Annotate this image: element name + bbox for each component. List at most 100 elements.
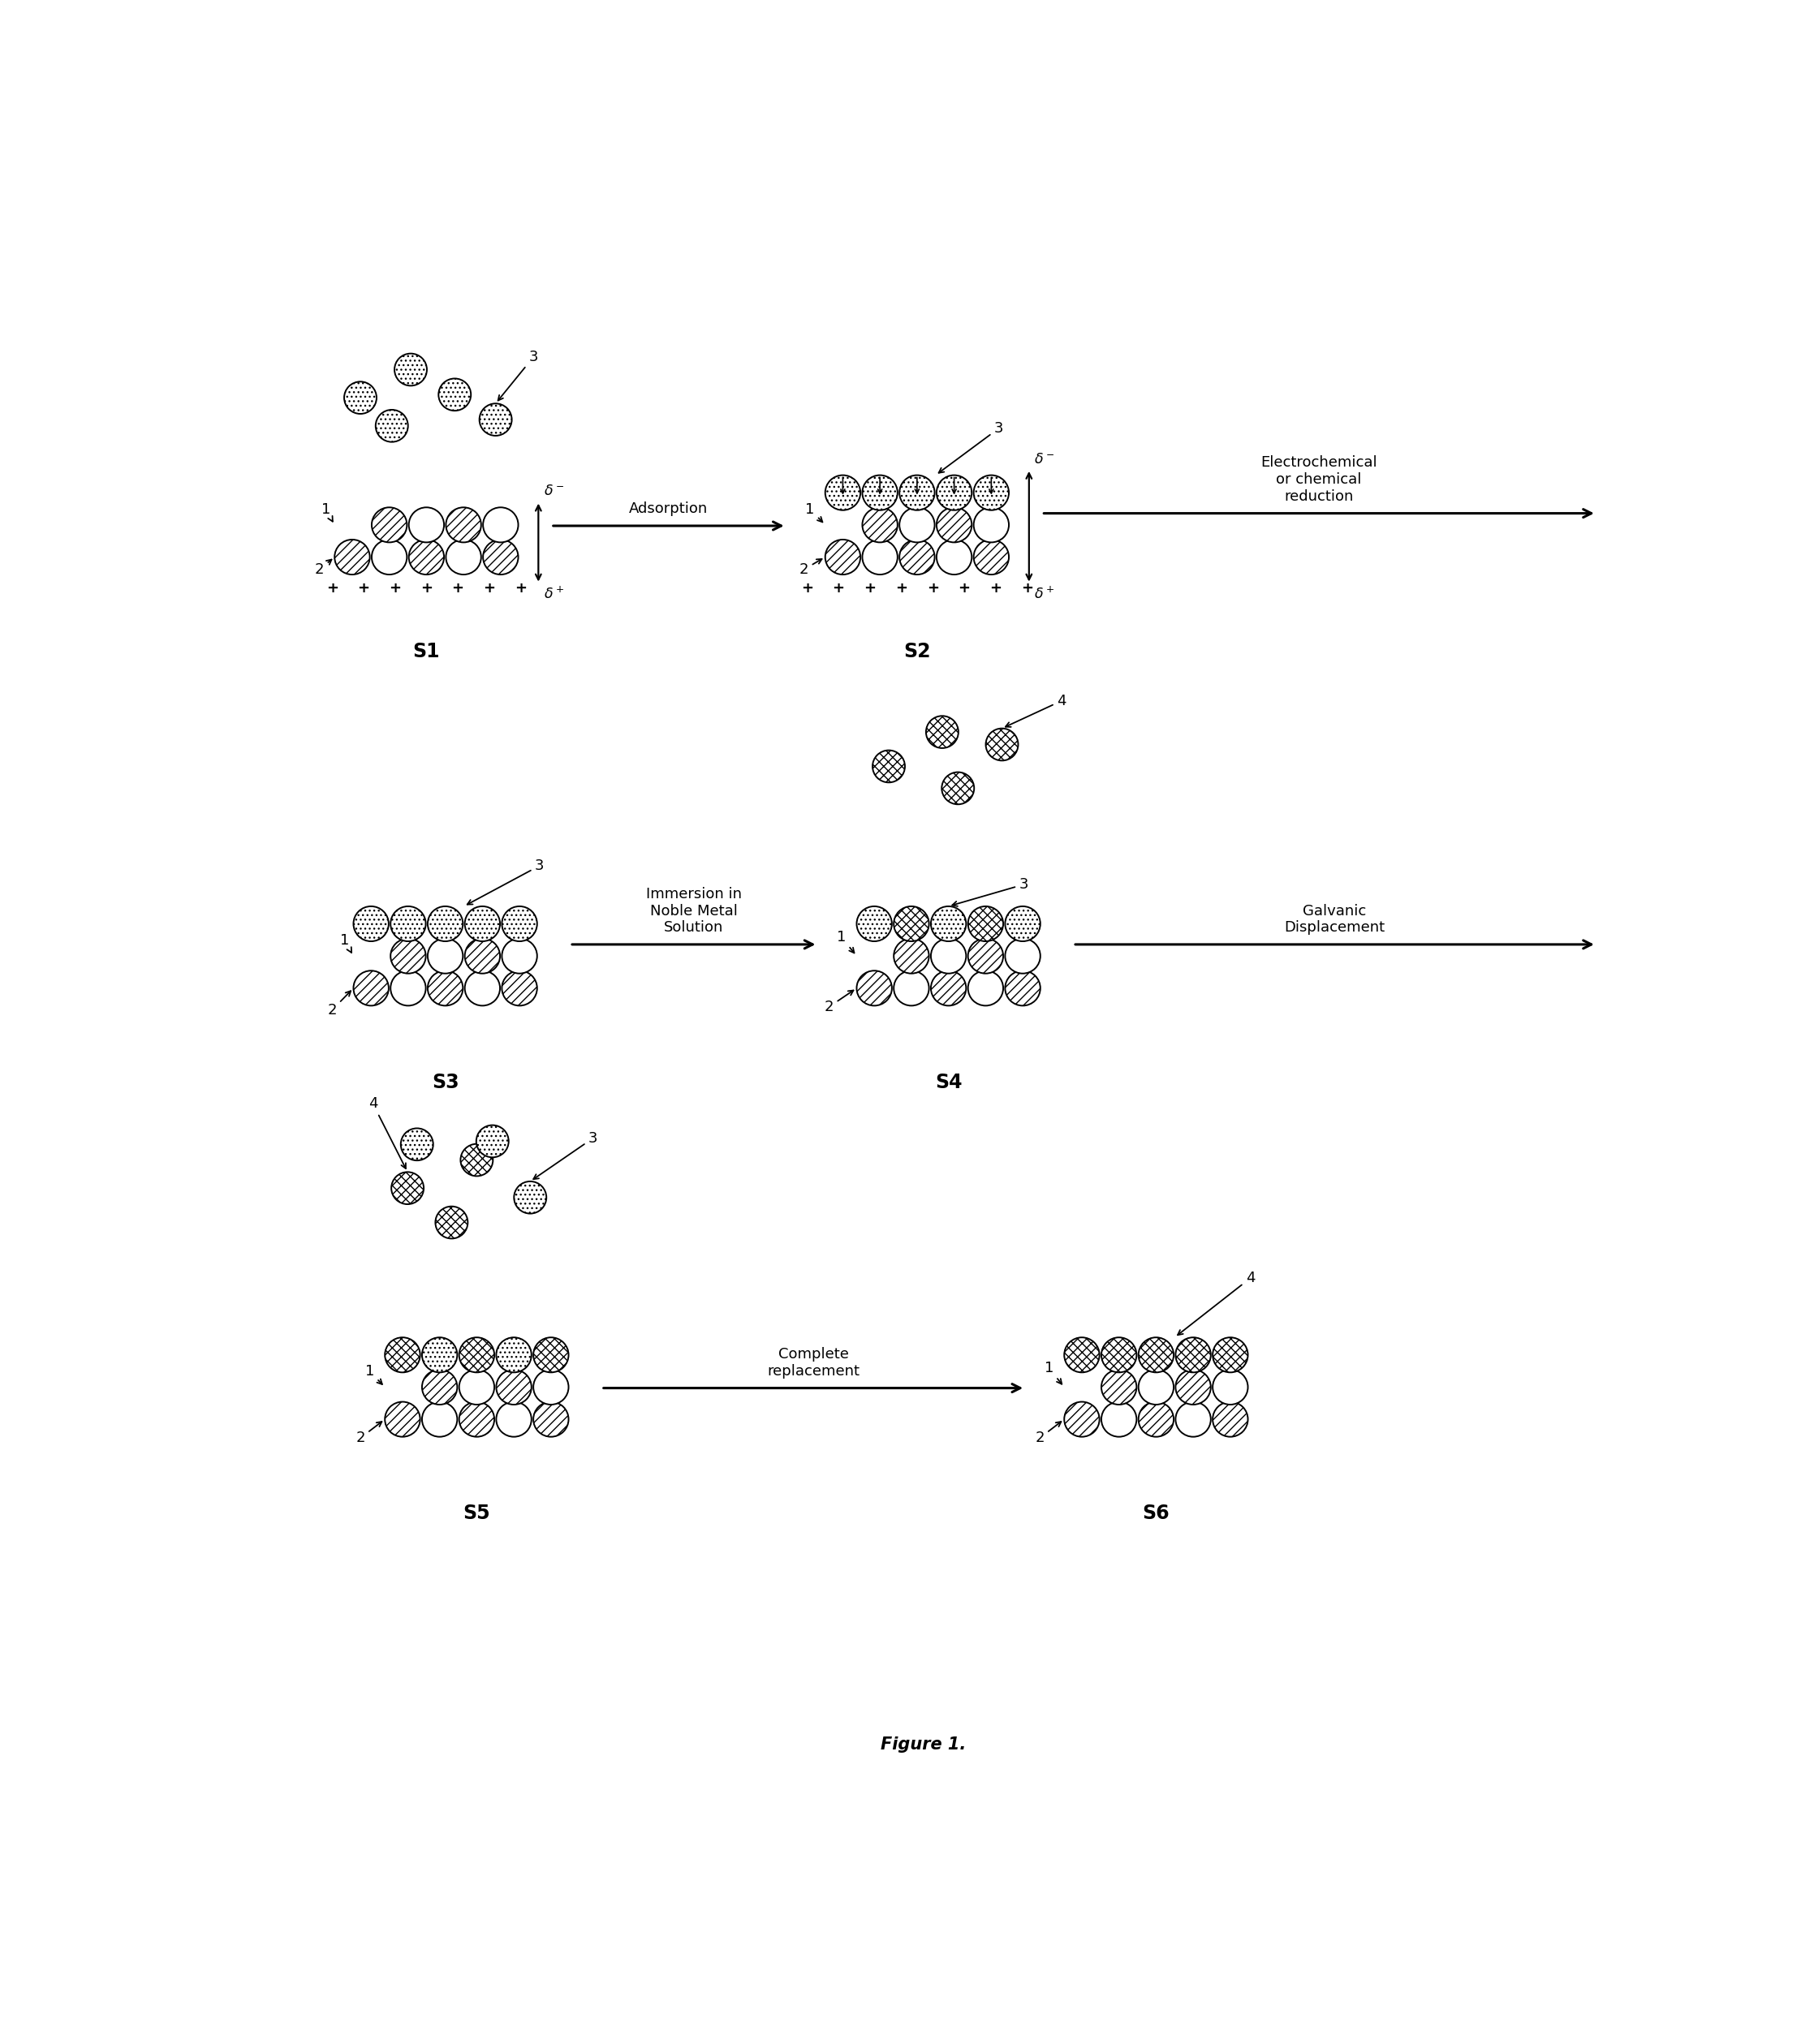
- Text: Figure 1.: Figure 1.: [881, 1735, 965, 1752]
- Circle shape: [974, 540, 1009, 574]
- Circle shape: [893, 971, 929, 1006]
- Text: 2: 2: [1036, 1423, 1061, 1445]
- Text: +: +: [832, 580, 845, 595]
- Circle shape: [1138, 1337, 1174, 1372]
- Circle shape: [385, 1337, 420, 1372]
- Circle shape: [385, 1402, 420, 1437]
- Circle shape: [942, 773, 974, 805]
- Circle shape: [1212, 1369, 1248, 1404]
- Circle shape: [391, 971, 425, 1006]
- Circle shape: [427, 938, 463, 973]
- Text: +: +: [895, 580, 908, 595]
- Text: +: +: [452, 580, 465, 595]
- Text: S6: S6: [1142, 1504, 1169, 1523]
- Circle shape: [899, 474, 935, 511]
- Circle shape: [461, 1145, 493, 1175]
- Circle shape: [937, 540, 973, 574]
- Circle shape: [974, 507, 1009, 542]
- Circle shape: [967, 971, 1003, 1006]
- Circle shape: [931, 905, 965, 942]
- Text: 1: 1: [366, 1363, 382, 1384]
- Text: S1: S1: [412, 642, 439, 660]
- Circle shape: [353, 971, 389, 1006]
- Text: 3: 3: [466, 858, 544, 903]
- Circle shape: [421, 1369, 457, 1404]
- Circle shape: [421, 1337, 457, 1372]
- Circle shape: [937, 507, 973, 542]
- Circle shape: [974, 474, 1009, 511]
- Circle shape: [533, 1369, 569, 1404]
- Circle shape: [931, 971, 965, 1006]
- Circle shape: [475, 1124, 508, 1157]
- Circle shape: [863, 474, 897, 511]
- Circle shape: [863, 507, 897, 542]
- Circle shape: [459, 1402, 493, 1437]
- Circle shape: [447, 540, 481, 574]
- Text: +: +: [357, 580, 369, 595]
- Circle shape: [1005, 905, 1041, 942]
- Text: 3: 3: [533, 1130, 598, 1179]
- Circle shape: [893, 938, 929, 973]
- Text: 2: 2: [315, 560, 331, 576]
- Text: Electrochemical
or chemical
reduction: Electrochemical or chemical reduction: [1261, 456, 1378, 505]
- Circle shape: [459, 1369, 493, 1404]
- Circle shape: [863, 540, 897, 574]
- Text: 2: 2: [825, 991, 854, 1014]
- Circle shape: [459, 1337, 493, 1372]
- Text: S5: S5: [463, 1504, 490, 1523]
- Circle shape: [825, 474, 861, 511]
- Circle shape: [1064, 1402, 1099, 1437]
- Circle shape: [465, 905, 501, 942]
- Text: Galvanic
Displacement: Galvanic Displacement: [1284, 903, 1385, 934]
- Text: +: +: [420, 580, 432, 595]
- Circle shape: [447, 507, 481, 542]
- Circle shape: [497, 1402, 531, 1437]
- Circle shape: [502, 905, 537, 942]
- Circle shape: [937, 474, 973, 511]
- Circle shape: [857, 905, 891, 942]
- Text: Immersion in
Noble Metal
Solution: Immersion in Noble Metal Solution: [647, 887, 742, 934]
- Circle shape: [513, 1181, 546, 1214]
- Text: +: +: [389, 580, 402, 595]
- Text: $\delta^+$: $\delta^+$: [1034, 587, 1054, 603]
- Circle shape: [344, 382, 376, 413]
- Circle shape: [926, 715, 958, 748]
- Text: +: +: [958, 580, 971, 595]
- Circle shape: [502, 938, 537, 973]
- Circle shape: [533, 1402, 569, 1437]
- Text: +: +: [989, 580, 1001, 595]
- Circle shape: [371, 507, 407, 542]
- Text: +: +: [326, 580, 339, 595]
- Circle shape: [502, 971, 537, 1006]
- Circle shape: [391, 938, 425, 973]
- Circle shape: [967, 905, 1003, 942]
- Circle shape: [391, 1171, 423, 1204]
- Circle shape: [967, 938, 1003, 973]
- Circle shape: [402, 1128, 434, 1161]
- Circle shape: [353, 905, 389, 942]
- Circle shape: [497, 1369, 531, 1404]
- Text: 1: 1: [321, 503, 333, 521]
- Circle shape: [409, 507, 445, 542]
- Text: +: +: [515, 580, 528, 595]
- Circle shape: [931, 938, 965, 973]
- Circle shape: [465, 971, 501, 1006]
- Circle shape: [1176, 1402, 1210, 1437]
- Circle shape: [483, 507, 519, 542]
- Text: 3: 3: [938, 421, 1003, 472]
- Text: 1: 1: [837, 930, 854, 953]
- Circle shape: [335, 540, 369, 574]
- Circle shape: [1176, 1337, 1210, 1372]
- Text: 2: 2: [328, 991, 351, 1018]
- Text: +: +: [1021, 580, 1034, 595]
- Circle shape: [533, 1337, 569, 1372]
- Circle shape: [394, 354, 427, 386]
- Text: 4: 4: [367, 1096, 405, 1169]
- Text: 1: 1: [340, 932, 351, 953]
- Circle shape: [1102, 1337, 1136, 1372]
- Text: 1: 1: [805, 503, 823, 521]
- Text: S4: S4: [935, 1073, 962, 1091]
- Circle shape: [479, 403, 511, 435]
- Text: 4: 4: [1178, 1271, 1255, 1335]
- Circle shape: [438, 378, 470, 411]
